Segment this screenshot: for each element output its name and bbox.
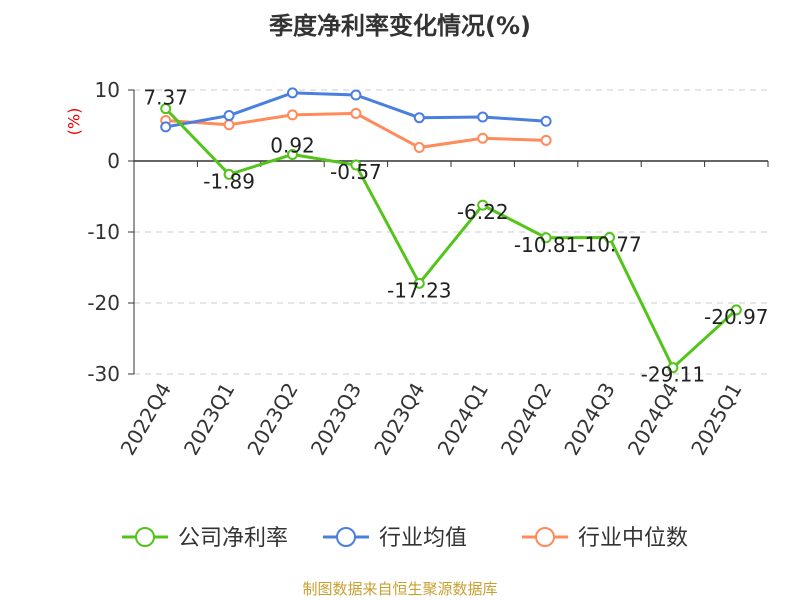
y-tick-label: 10	[95, 78, 120, 102]
x-tick-label: 2024Q1	[433, 379, 493, 460]
series-line	[164, 107, 738, 371]
data-point	[160, 121, 172, 133]
data-label: -10.77	[577, 232, 641, 256]
y-tick-label: 0	[107, 149, 120, 173]
x-tick-label: 2024Q4	[623, 379, 683, 460]
legend-label: 公司净利率	[178, 526, 288, 551]
data-label: -6.22	[457, 200, 509, 224]
data-label: -17.23	[387, 278, 451, 302]
x-tick-label: 2023Q2	[242, 379, 302, 460]
data-point	[477, 199, 489, 211]
data-label: -1.89	[203, 169, 255, 193]
data-point	[604, 231, 615, 243]
y-tick-label: -30	[87, 362, 120, 386]
x-tick-label: 2024Q3	[559, 379, 619, 460]
data-label: 0.92	[270, 133, 315, 157]
legend-marker	[535, 527, 555, 547]
data-point	[730, 304, 742, 316]
data-point	[477, 111, 489, 123]
x-tick-label: 2022Q4	[116, 379, 176, 460]
data-point	[287, 87, 298, 99]
legend-marker	[135, 527, 155, 547]
data-label: 7.37	[143, 86, 188, 110]
x-tick-label: 2025Q1	[686, 379, 746, 460]
data-label: -29.11	[641, 363, 705, 387]
x-tick-label: 2024Q2	[496, 379, 556, 460]
data-point	[223, 168, 235, 180]
x-tick-label: 2023Q3	[306, 379, 366, 460]
legend-label: 行业均值	[379, 526, 467, 551]
data-point	[540, 134, 552, 146]
data-point	[413, 142, 425, 154]
data-point	[413, 277, 425, 289]
data-point	[287, 109, 298, 121]
data-point	[287, 148, 298, 160]
data-point	[350, 107, 362, 119]
data-point	[223, 110, 235, 122]
data-point	[477, 132, 489, 144]
data-point	[350, 89, 362, 101]
data-point	[413, 112, 425, 124]
data-point	[350, 159, 362, 171]
data-point	[160, 103, 172, 115]
legend-marker	[336, 527, 356, 547]
data-point	[223, 119, 235, 131]
y-tick-label: -10	[87, 220, 120, 244]
x-tick-label: 2023Q4	[369, 379, 429, 460]
data-point	[667, 362, 679, 374]
chart-title: 季度净利率变化情况(%)	[269, 12, 531, 40]
x-tick-label: 2023Q1	[179, 379, 239, 460]
data-label: -10.81	[514, 233, 578, 257]
data-source: 制图数据来自恒生聚源数据库	[302, 580, 498, 598]
legend-label: 行业中位数	[578, 526, 688, 551]
data-label: -20.97	[704, 305, 768, 329]
data-point	[540, 232, 552, 244]
y-tick-label: -20	[87, 291, 120, 315]
data-point	[540, 115, 552, 127]
data-label: -0.57	[330, 160, 382, 184]
